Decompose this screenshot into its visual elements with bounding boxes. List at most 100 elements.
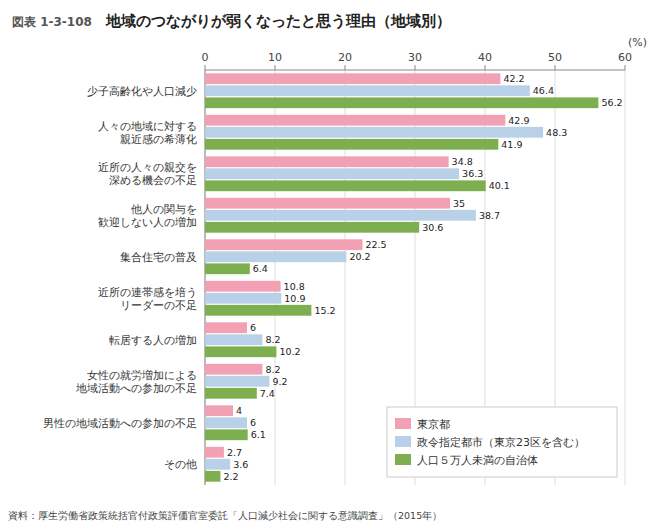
x-axis-line [205,70,625,71]
bar [205,115,505,126]
data-label: 36.3 [462,168,483,179]
category-label: 少子高齢化や人口減少 [87,85,197,98]
tick-label: 50 [548,51,562,64]
legend-swatch [395,418,411,429]
category-label-line: その他 [164,458,197,471]
figure-label: 図表 1-3-108 [12,15,92,29]
data-label: 10.9 [284,293,305,304]
bar [205,281,281,292]
bar [205,222,419,233]
data-label: 38.7 [479,210,500,221]
data-label: 4 [236,405,242,416]
bar [205,376,269,387]
category-label-line: 親近感の希薄化 [120,133,197,146]
bar [205,459,230,470]
axis-label: (%) [628,36,647,49]
legend-label: 政令指定都市（東京23区を含む） [417,436,585,449]
bar [205,97,598,108]
category-label-line: 他人の関与を [131,203,197,216]
data-label: 35 [453,198,465,209]
data-label: 41.9 [501,139,522,150]
data-label: 20.2 [349,251,370,262]
tick-label: 60 [618,51,632,64]
bar [205,364,262,375]
category-label-line: 集合住宅の普及 [120,251,197,264]
chart: 図表 1-3-108地域のつながりが弱くなったと思う理由（地域別）0102030… [0,0,662,529]
bar [205,405,233,416]
tick-label: 20 [338,51,352,64]
category-label: その他 [164,458,197,471]
tick-label: 40 [478,51,492,64]
category-label-line: 深める機会の不足 [109,174,197,187]
data-label: 6 [250,322,256,333]
grid [205,70,625,485]
category-label: 近所の連帯感を培うリーダーの不足 [98,286,197,312]
tick-mark [485,65,486,70]
grid-line [625,70,626,485]
legend-box [387,407,617,477]
data-label: 9.2 [272,376,287,387]
category-label: 他人の関与を歓迎しない人の増加 [98,203,197,229]
bar [205,139,498,150]
category-label-line: 歓迎しない人の増加 [98,216,197,229]
category-label: 男性の地域活動への参加の不足 [43,417,197,430]
category-label-line: 男性の地域活動への参加の不足 [43,417,197,430]
bar [205,471,220,482]
bar [205,85,530,96]
category-label-line: 女性の就労増加による [87,369,197,382]
bar [205,156,449,167]
data-label: 3.6 [233,459,248,470]
bar [205,73,500,84]
data-label: 42.2 [503,73,524,84]
tick-mark [275,65,276,70]
category-label-line: リーダーの不足 [120,299,197,312]
data-label: 40.1 [489,180,510,191]
background [0,0,662,529]
data-label: 30.6 [422,222,443,233]
tick-mark [625,65,626,70]
tick-mark [415,65,416,70]
data-label: 2.2 [223,471,238,482]
category-label-line: 人々の地域に対する [98,120,197,133]
source: 資料：厚生労働省政策統括官付政策評価官室委託「人口減少社会に関する意識調査」（2… [8,510,442,521]
data-label: 48.3 [546,127,567,138]
bar [205,388,257,399]
tick-mark [555,65,556,70]
legend: 東京都政令指定都市（東京23区を含む）人口５万人未満の自治体 [387,407,617,477]
bar [205,447,224,458]
data-label: 6.4 [253,263,268,274]
legend-swatch [395,436,411,447]
title: 地域のつながりが弱くなったと思う理由（地域別） [105,12,451,30]
tick-label: 0 [202,51,209,64]
bar [205,198,450,209]
data-label: 34.8 [452,156,473,167]
legend-swatch [395,454,411,465]
data-label: 22.5 [366,239,387,250]
data-labels: 42.242.934.83522.510.868.242.746.448.336… [223,73,622,482]
bar [205,429,248,440]
bar [205,322,247,333]
category-label: 近所の人々の親交を深める機会の不足 [98,161,197,187]
category-label: 転居する人の増加 [109,334,197,347]
bar [205,239,363,250]
category-label: 女性の就労増加による地域活動への参加の不足 [75,369,197,395]
bar [205,346,276,357]
tick-label: 30 [408,51,422,64]
bar [205,180,486,191]
category-label-line: 少子高齢化や人口減少 [87,85,197,98]
data-label: 46.4 [533,85,554,96]
data-label: 2.7 [227,447,242,458]
category-label: 集合住宅の普及 [120,251,197,264]
category-label-line: 地域活動への参加の不足 [75,382,197,395]
category-label-line: 近所の連帯感を培う [98,286,197,299]
bar [205,334,262,345]
category-label-line: 転居する人の増加 [109,334,197,347]
bar [205,293,281,304]
bar [205,127,543,138]
data-label: 10.8 [284,281,305,292]
bar [205,210,476,221]
data-label: 10.2 [279,346,300,357]
data-label: 42.9 [508,115,529,126]
data-label: 6.1 [251,429,266,440]
data-label: 7.4 [260,388,275,399]
